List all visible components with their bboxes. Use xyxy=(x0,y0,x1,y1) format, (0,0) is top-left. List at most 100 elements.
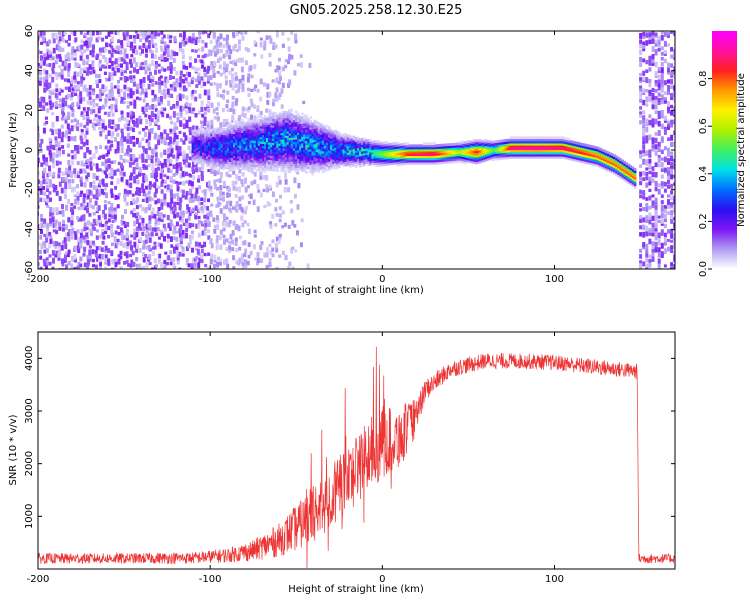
spectrogram-cell xyxy=(276,116,279,120)
spectrogram-cell xyxy=(307,140,310,143)
spectrogram-cell xyxy=(38,51,40,58)
spectrogram-cell xyxy=(70,48,74,55)
spectrogram-cell xyxy=(237,31,241,34)
spectrogram-cell xyxy=(648,114,652,119)
spectrogram-cell xyxy=(97,205,101,211)
spectrogram-cell xyxy=(249,166,253,169)
spectrogram-cell xyxy=(383,163,387,167)
spectrogram-cell xyxy=(120,141,124,146)
spectrogram-cell xyxy=(670,47,674,52)
spectrogram-cell xyxy=(286,137,290,141)
spectrogram-cell xyxy=(191,32,195,38)
spectrogram-cell xyxy=(119,170,123,176)
spectrogram-cell xyxy=(88,85,92,91)
spectrogram-cell xyxy=(237,138,240,142)
spectrogram-cell xyxy=(244,264,248,268)
spectrogram-cell xyxy=(230,150,234,154)
spectrogram-cell xyxy=(278,218,282,223)
spectrogram-cell xyxy=(663,156,667,163)
spectrogram-cell xyxy=(292,154,296,158)
spectrogram-cell xyxy=(230,128,234,132)
spectrogram-cell xyxy=(323,147,327,151)
spectrogram-cell xyxy=(396,152,399,156)
spectrogram-cell xyxy=(218,151,222,155)
spectrogram-cell xyxy=(61,145,65,149)
spectrogram-cell xyxy=(151,98,155,103)
spectrogram-cell xyxy=(153,97,157,102)
spectrogram-cell xyxy=(660,205,664,211)
spectrogram-cell xyxy=(117,39,121,44)
spectrogram-cell xyxy=(167,100,171,107)
spectrogram-cell xyxy=(170,244,174,248)
spectrogram-cell xyxy=(214,156,217,160)
spectrogram-cell xyxy=(228,150,232,154)
spectrogram-cell xyxy=(278,140,281,144)
spectrogram-cell xyxy=(654,104,658,110)
spectrogram-cell xyxy=(98,245,102,251)
spectrogram-cell xyxy=(51,266,55,269)
spectrogram-cell xyxy=(268,113,271,117)
spectrogram-cell xyxy=(126,193,130,197)
spectrogram-cell xyxy=(381,148,385,152)
spectrogram-cell xyxy=(226,124,230,127)
spectrogram-cell xyxy=(286,165,290,169)
spectrogram-cell xyxy=(49,55,53,61)
spectrogram-cell xyxy=(188,149,192,154)
spectrogram-cell xyxy=(82,202,86,208)
spectrogram-cell xyxy=(39,143,42,148)
spectrogram-cell xyxy=(201,31,205,35)
spectrogram-cell xyxy=(45,201,48,206)
spectrogram-cell xyxy=(201,207,205,214)
spectrogram-cell xyxy=(346,163,350,166)
spectrogram-cell xyxy=(173,265,177,269)
spectrogram-cell xyxy=(328,156,331,160)
spectrogram-cell xyxy=(657,188,661,195)
spectrogram-cell xyxy=(280,154,284,158)
spectrogram-cell xyxy=(110,173,114,180)
spectrogram-cell xyxy=(51,129,55,136)
spectrogram-cell xyxy=(194,195,197,202)
spectrogram-cell xyxy=(89,50,93,56)
spectrogram-cell xyxy=(85,88,89,93)
spectrogram-cell xyxy=(328,154,331,158)
spectrogram-cell xyxy=(144,239,148,244)
spectrogram-cell xyxy=(228,174,232,178)
spectrogram-cell xyxy=(321,144,325,147)
spectrogram-cell xyxy=(68,183,72,189)
spectrogram-cell xyxy=(325,146,329,150)
spectrogram-cell xyxy=(667,211,670,215)
spectrogram-cell xyxy=(150,31,154,35)
spectrogram-cell xyxy=(199,162,203,165)
spectrogram-cell xyxy=(239,156,242,159)
spectrogram-cell xyxy=(307,129,310,133)
spectrogram-cell xyxy=(90,108,93,115)
spectrogram-cell xyxy=(309,137,312,141)
spectrogram-cell xyxy=(218,134,222,137)
spectrogram-cell xyxy=(95,235,99,240)
spectrogram-cell xyxy=(175,103,179,109)
spectrogram-cell xyxy=(133,104,137,109)
spectrogram-cell xyxy=(130,114,134,120)
spectrogram-cell xyxy=(117,80,120,84)
spectrogram-cell xyxy=(74,124,78,129)
spectrogram-cell xyxy=(222,89,226,94)
spectrogram-cell xyxy=(214,137,217,140)
spectrogram-cell xyxy=(129,156,133,162)
spectrogram-cell xyxy=(104,65,108,69)
spectrogram-cell xyxy=(365,143,368,147)
spectrogram-cell xyxy=(317,167,321,171)
spectrogram-cell xyxy=(294,134,298,138)
spectrogram-cell xyxy=(233,131,236,135)
spectrogram-cell xyxy=(667,79,670,84)
spectrogram-cell xyxy=(38,192,40,198)
spectrogram-cell xyxy=(132,213,136,218)
spectrogram-cell xyxy=(107,78,111,82)
spectrogram-cell xyxy=(54,101,58,107)
spectrogram-cell xyxy=(660,51,664,56)
spectrogram-cell xyxy=(404,147,407,150)
spectrogram-cell xyxy=(275,65,279,72)
spectrogram-cell xyxy=(114,137,117,142)
spectrogram-cell xyxy=(670,262,674,267)
spectrogram-cell xyxy=(238,115,242,120)
spectrogram-cell xyxy=(280,147,284,151)
